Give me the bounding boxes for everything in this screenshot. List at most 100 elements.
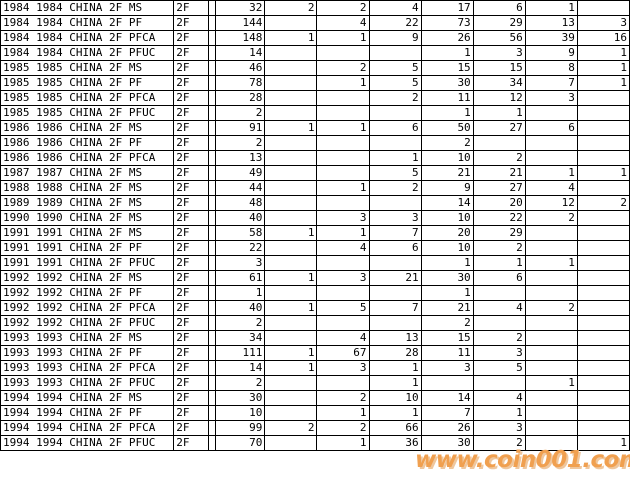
cell-grade-col-7[interactable]: 1: [576, 75, 630, 91]
cell-grade-col-2[interactable]: 2: [316, 390, 370, 406]
cell-grade-col-6[interactable]: [524, 405, 578, 421]
cell-grade-col-6[interactable]: [524, 435, 578, 451]
cell-grade-col-4[interactable]: 73: [420, 15, 474, 31]
cell-total-count[interactable]: 46: [215, 60, 266, 76]
cell-grade-col-5[interactable]: 3: [472, 345, 526, 361]
cell-grade-col-2[interactable]: 1: [316, 225, 370, 241]
cell-record-label[interactable]: 1986 1986 CHINA 2F PFCA: [0, 150, 175, 166]
cell-grade-code[interactable]: 2F: [173, 420, 210, 436]
cell-grade-col-3[interactable]: 6: [368, 240, 422, 256]
cell-narrow-spacer[interactable]: [208, 135, 217, 151]
cell-grade-col-5[interactable]: 6: [472, 0, 526, 16]
cell-total-count[interactable]: 30: [215, 390, 266, 406]
cell-grade-code[interactable]: 2F: [173, 45, 210, 61]
cell-grade-col-1[interactable]: 1: [264, 345, 318, 361]
cell-grade-col-1[interactable]: [264, 255, 318, 271]
cell-grade-col-4[interactable]: 7: [420, 405, 474, 421]
cell-grade-col-7[interactable]: 1: [576, 435, 630, 451]
cell-grade-col-7[interactable]: [576, 420, 630, 436]
cell-grade-col-5[interactable]: [472, 285, 526, 301]
cell-grade-col-2[interactable]: [316, 315, 370, 331]
cell-grade-col-1[interactable]: [264, 165, 318, 181]
cell-grade-col-4[interactable]: 11: [420, 90, 474, 106]
cell-record-label[interactable]: 1988 1988 CHINA 2F MS: [0, 180, 175, 196]
cell-grade-col-3[interactable]: 36: [368, 435, 422, 451]
cell-narrow-spacer[interactable]: [208, 420, 217, 436]
cell-grade-col-6[interactable]: [524, 285, 578, 301]
cell-grade-col-4[interactable]: 10: [420, 210, 474, 226]
cell-grade-col-2[interactable]: 5: [316, 300, 370, 316]
cell-grade-col-3[interactable]: 66: [368, 420, 422, 436]
cell-grade-col-2[interactable]: [316, 90, 370, 106]
cell-total-count[interactable]: 148: [215, 30, 266, 46]
cell-narrow-spacer[interactable]: [208, 180, 217, 196]
cell-total-count[interactable]: 14: [215, 45, 266, 61]
cell-grade-code[interactable]: 2F: [173, 30, 210, 46]
cell-grade-col-1[interactable]: [264, 375, 318, 391]
cell-grade-col-3[interactable]: 3: [368, 210, 422, 226]
cell-grade-col-5[interactable]: 22: [472, 210, 526, 226]
cell-grade-col-5[interactable]: 56: [472, 30, 526, 46]
cell-record-label[interactable]: 1992 1992 CHINA 2F PFUC: [0, 315, 175, 331]
cell-grade-col-5[interactable]: 1: [472, 405, 526, 421]
cell-grade-col-5[interactable]: 29: [472, 15, 526, 31]
cell-grade-col-2[interactable]: [316, 150, 370, 166]
cell-grade-col-5[interactable]: [472, 315, 526, 331]
cell-record-label[interactable]: 1984 1984 CHINA 2F PFUC: [0, 45, 175, 61]
cell-grade-code[interactable]: 2F: [173, 255, 210, 271]
cell-grade-col-2[interactable]: [316, 285, 370, 301]
cell-narrow-spacer[interactable]: [208, 315, 217, 331]
cell-grade-col-5[interactable]: 20: [472, 195, 526, 211]
cell-grade-col-4[interactable]: 15: [420, 330, 474, 346]
cell-record-label[interactable]: 1986 1986 CHINA 2F PF: [0, 135, 175, 151]
cell-grade-col-1[interactable]: [264, 195, 318, 211]
cell-grade-col-2[interactable]: 3: [316, 210, 370, 226]
cell-grade-col-4[interactable]: 3: [420, 360, 474, 376]
cell-record-label[interactable]: 1992 1992 CHINA 2F MS: [0, 270, 175, 286]
cell-grade-col-1[interactable]: [264, 150, 318, 166]
cell-grade-col-5[interactable]: 1: [472, 255, 526, 271]
table-row[interactable]: 1992 1992 CHINA 2F PFUC 2F 2 2: [0, 315, 630, 331]
cell-grade-code[interactable]: 2F: [173, 180, 210, 196]
cell-grade-col-3[interactable]: 21: [368, 270, 422, 286]
cell-grade-col-2[interactable]: 2: [316, 420, 370, 436]
table-row[interactable]: 1988 1988 CHINA 2F MS 2F 44 1 2 9 27 4: [0, 180, 630, 196]
cell-grade-code[interactable]: 2F: [173, 90, 210, 106]
cell-record-label[interactable]: 1989 1989 CHINA 2F MS: [0, 195, 175, 211]
table-row[interactable]: 1992 1992 CHINA 2F MS 2F 61 1 3 21 30 6: [0, 270, 630, 286]
cell-record-label[interactable]: 1994 1994 CHINA 2F PF: [0, 405, 175, 421]
cell-grade-code[interactable]: 2F: [173, 270, 210, 286]
cell-grade-col-6[interactable]: [524, 390, 578, 406]
cell-narrow-spacer[interactable]: [208, 270, 217, 286]
cell-grade-col-3[interactable]: [368, 195, 422, 211]
cell-grade-col-6[interactable]: [524, 270, 578, 286]
cell-grade-col-6[interactable]: [524, 330, 578, 346]
cell-narrow-spacer[interactable]: [208, 225, 217, 241]
cell-grade-col-5[interactable]: 29: [472, 225, 526, 241]
cell-grade-code[interactable]: 2F: [173, 225, 210, 241]
cell-record-label[interactable]: 1985 1985 CHINA 2F MS: [0, 60, 175, 76]
cell-total-count[interactable]: 40: [215, 210, 266, 226]
cell-grade-code[interactable]: 2F: [173, 210, 210, 226]
cell-grade-col-5[interactable]: 27: [472, 120, 526, 136]
cell-grade-col-3[interactable]: 5: [368, 60, 422, 76]
cell-grade-col-7[interactable]: [576, 150, 630, 166]
cell-grade-col-3[interactable]: 1: [368, 150, 422, 166]
cell-total-count[interactable]: 70: [215, 435, 266, 451]
cell-grade-col-4[interactable]: 30: [420, 270, 474, 286]
cell-record-label[interactable]: 1990 1990 CHINA 2F MS: [0, 210, 175, 226]
cell-grade-col-5[interactable]: 2: [472, 240, 526, 256]
cell-total-count[interactable]: 34: [215, 330, 266, 346]
cell-grade-col-7[interactable]: [576, 90, 630, 106]
cell-total-count[interactable]: 14: [215, 360, 266, 376]
cell-grade-col-4[interactable]: 9: [420, 180, 474, 196]
cell-grade-col-6[interactable]: [524, 420, 578, 436]
cell-grade-code[interactable]: 2F: [173, 300, 210, 316]
cell-grade-col-1[interactable]: [264, 405, 318, 421]
cell-grade-col-5[interactable]: 4: [472, 300, 526, 316]
cell-record-label[interactable]: 1985 1985 CHINA 2F PFCA: [0, 90, 175, 106]
cell-grade-code[interactable]: 2F: [173, 135, 210, 151]
cell-grade-col-1[interactable]: [264, 60, 318, 76]
cell-grade-col-1[interactable]: [264, 15, 318, 31]
cell-grade-col-2[interactable]: 1: [316, 180, 370, 196]
